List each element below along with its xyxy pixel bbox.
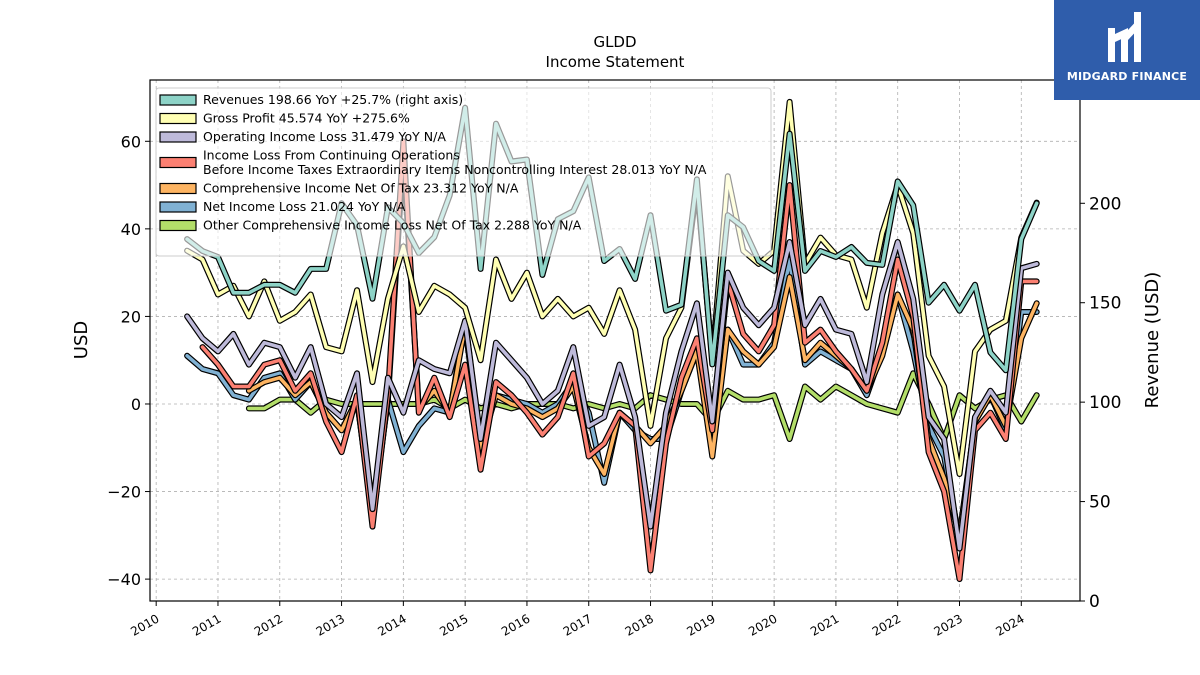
series-line-income-loss-from-continuing-operations-before-income-taxes-extraordinary-items-noncontrolling-interest bbox=[200, 139, 1039, 581]
y-tick-label-left: −20 bbox=[107, 483, 141, 502]
x-tick-label: 2013 bbox=[314, 611, 347, 638]
legend-swatch bbox=[159, 156, 197, 169]
series-line-operating-income-loss bbox=[185, 240, 1039, 551]
series-line-other-comprehensive-income-loss-net-of-tax bbox=[247, 371, 1039, 441]
x-tick-label: 2011 bbox=[190, 611, 223, 638]
x-tick-label: 2024 bbox=[993, 611, 1026, 638]
chart-title: GLDD bbox=[593, 33, 636, 51]
legend-swatch bbox=[159, 94, 197, 106]
x-tick-label: 2023 bbox=[932, 611, 965, 638]
legend-label: Gross Profit 45.574 YoY +275.6% bbox=[203, 111, 410, 126]
y-tick-label-right: 0 bbox=[1089, 592, 1100, 612]
y-tick-label-right: 200 bbox=[1089, 194, 1121, 214]
legend-label: Income Loss From Continuing Operations bbox=[203, 148, 460, 163]
y-tick-label-right: 50 bbox=[1089, 493, 1111, 513]
legend-label: Before Income Taxes Extraordinary Items … bbox=[203, 162, 707, 177]
midgard-logo-icon bbox=[1108, 12, 1141, 62]
x-tick-label: 2012 bbox=[252, 611, 285, 638]
y-axis-left-label: USD bbox=[71, 321, 92, 359]
legend-label: Comprehensive Income Net Of Tax 23.312 Y… bbox=[203, 181, 519, 196]
legend-label: Operating Income Loss 31.479 YoY N/A bbox=[203, 129, 446, 144]
legend: Revenues 198.66 YoY +25.7% (right axis) G… bbox=[155, 87, 772, 257]
x-tick-label: 2015 bbox=[437, 611, 470, 638]
x-tick-label: 2019 bbox=[684, 611, 717, 638]
x-tick-label: 2022 bbox=[870, 611, 903, 638]
legend-swatch bbox=[159, 112, 197, 125]
legend-swatch bbox=[159, 219, 197, 232]
x-tick-label: 2020 bbox=[746, 611, 779, 638]
legend-swatch bbox=[159, 182, 197, 195]
legend-swatch bbox=[159, 131, 197, 143]
y-tick-label-right: 100 bbox=[1089, 393, 1121, 413]
x-tick-label: 2021 bbox=[808, 611, 841, 638]
y-tick-label-right: 150 bbox=[1089, 294, 1121, 314]
x-tick-label: 2016 bbox=[499, 611, 532, 638]
legend-label: Net Income Loss 21.024 YoY N/A bbox=[203, 199, 406, 214]
brand-name: MIDGARD FINANCE bbox=[1066, 70, 1188, 83]
x-tick-label: 2017 bbox=[561, 611, 594, 638]
series-lines bbox=[184, 98, 1040, 583]
y-tick-label-left: −40 bbox=[107, 570, 141, 589]
legend-swatch bbox=[159, 201, 197, 213]
x-tick-label: 2014 bbox=[375, 611, 408, 638]
x-tick-label: 2018 bbox=[623, 611, 656, 638]
chart-subtitle: Income Statement bbox=[546, 53, 685, 71]
brand-logo: MIDGARD FINANCE bbox=[1054, 0, 1200, 100]
plot-frame bbox=[149, 79, 1081, 602]
legend-label: Other Comprehensive Income Loss Net Of T… bbox=[203, 218, 582, 233]
x-tick-label: 2010 bbox=[128, 611, 161, 638]
y-tick-label-left: 0 bbox=[131, 395, 141, 414]
y-tick-label-left: 40 bbox=[121, 220, 141, 239]
legend-label: Revenues 198.66 YoY +25.7% (right axis) bbox=[203, 92, 463, 107]
y-tick-label-left: 60 bbox=[121, 132, 141, 151]
y-tick-label-left: 20 bbox=[121, 307, 141, 326]
legend-frame bbox=[155, 87, 772, 257]
y-axis-right-label: Revenue (USD) bbox=[1142, 272, 1163, 409]
